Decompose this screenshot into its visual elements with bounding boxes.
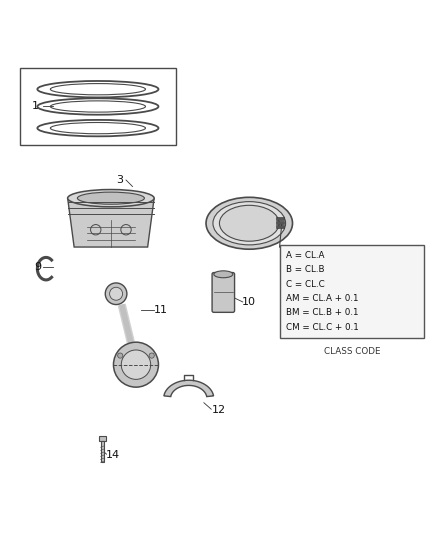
- Text: C = CL.C: C = CL.C: [286, 280, 325, 289]
- Polygon shape: [67, 198, 154, 247]
- Circle shape: [110, 287, 123, 300]
- Ellipse shape: [67, 190, 154, 207]
- Circle shape: [149, 353, 154, 358]
- Text: A = CL.A: A = CL.A: [286, 251, 324, 260]
- Ellipse shape: [78, 192, 145, 204]
- Text: B = CL.B: B = CL.B: [286, 265, 324, 274]
- Bar: [99, 435, 106, 441]
- Text: 12: 12: [212, 405, 226, 415]
- Text: 10: 10: [242, 297, 256, 308]
- Text: 9: 9: [35, 262, 42, 271]
- Bar: [20, 68, 176, 146]
- Ellipse shape: [214, 271, 233, 278]
- Circle shape: [121, 350, 151, 379]
- Ellipse shape: [206, 197, 293, 249]
- Bar: [276, 221, 284, 224]
- Ellipse shape: [219, 205, 279, 241]
- Text: CM = CL.C + 0.1: CM = CL.C + 0.1: [286, 322, 358, 332]
- Circle shape: [113, 342, 159, 387]
- Circle shape: [105, 283, 127, 304]
- Polygon shape: [164, 380, 214, 397]
- Ellipse shape: [213, 201, 286, 245]
- Text: AM = CL.A + 0.1: AM = CL.A + 0.1: [286, 294, 358, 303]
- Text: 14: 14: [106, 450, 120, 460]
- Text: 11: 11: [154, 305, 168, 315]
- Text: CLASS CODE: CLASS CODE: [324, 348, 380, 357]
- Text: 1: 1: [32, 101, 39, 111]
- Bar: [100, 441, 104, 463]
- Bar: [279, 245, 424, 338]
- FancyBboxPatch shape: [212, 272, 235, 312]
- Circle shape: [118, 353, 123, 358]
- Bar: [276, 217, 284, 220]
- Bar: [276, 225, 284, 229]
- Text: 3: 3: [116, 175, 123, 185]
- Text: BM = CL.B + 0.1: BM = CL.B + 0.1: [286, 308, 358, 317]
